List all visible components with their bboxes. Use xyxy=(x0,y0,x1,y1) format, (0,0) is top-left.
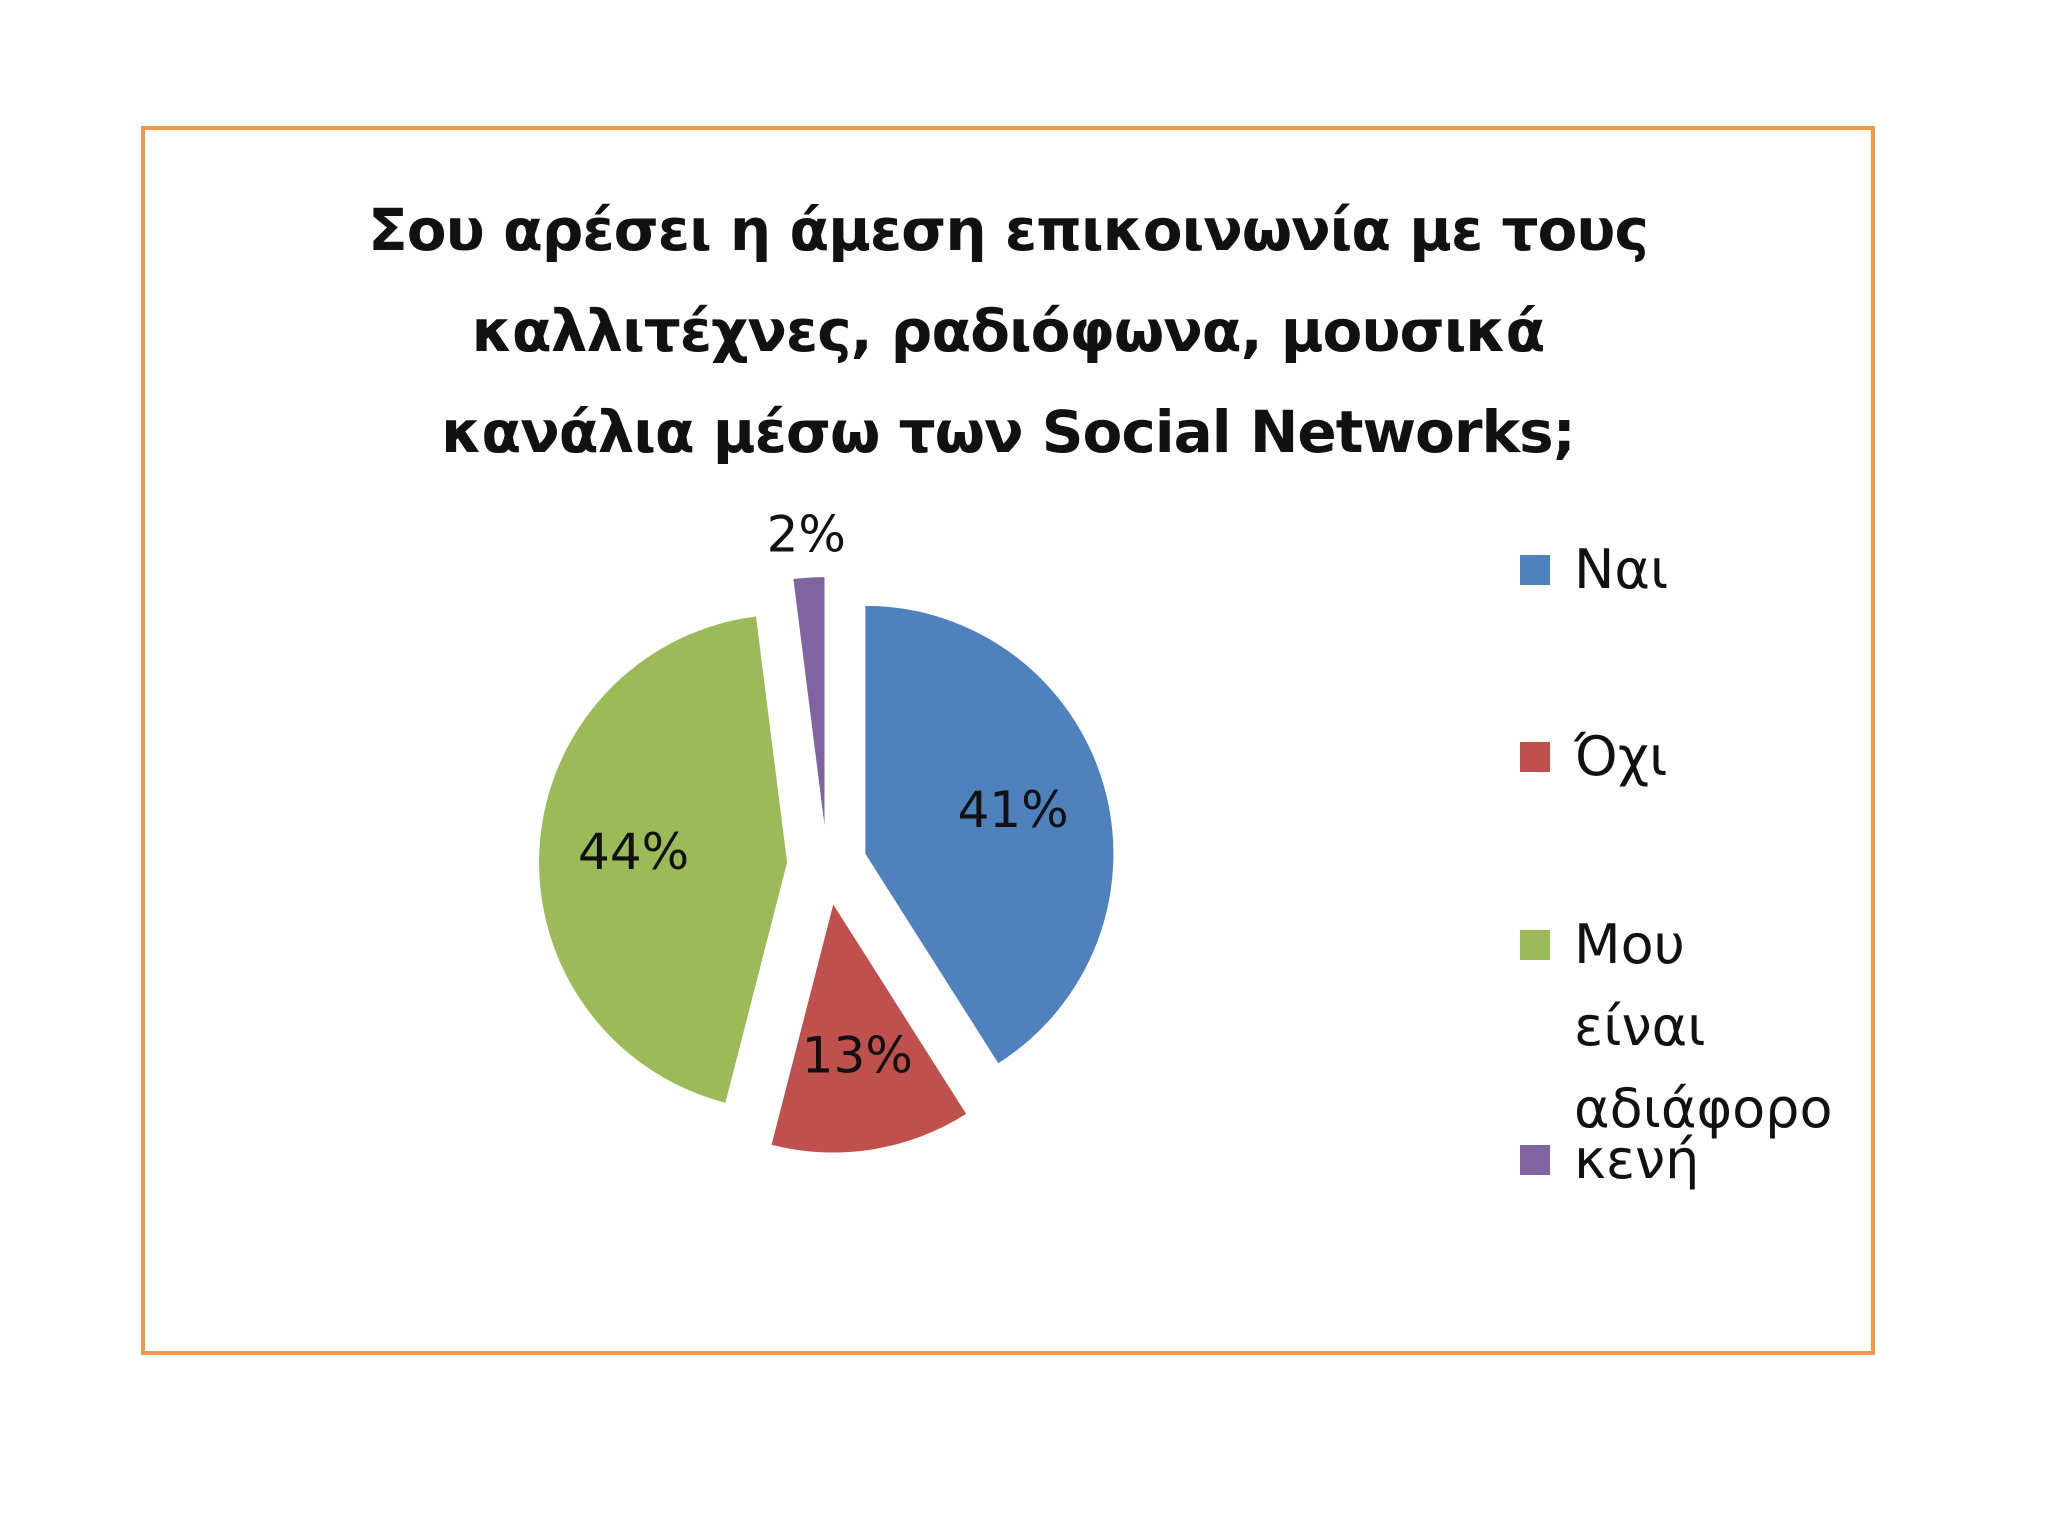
chart-title: Σου αρέσει η άμεση επικοινωνία με τους κ… xyxy=(368,196,1649,466)
legend-swatch-keni xyxy=(1520,1145,1550,1175)
legend-label-ochi: Όχι xyxy=(1574,725,1668,788)
chart-frame: Σου αρέσει η άμεση επικοινωνία με τους κ… xyxy=(141,126,1875,1355)
pie-slice-adiaforo xyxy=(539,616,788,1103)
pie-slice-nai xyxy=(865,605,1114,1064)
pie-chart: 41% 13% 44% 2% xyxy=(539,506,1114,1153)
legend-swatch-adiaforo xyxy=(1520,930,1550,960)
legend-swatch-nai xyxy=(1520,555,1550,585)
data-label-adiaforo: 44% xyxy=(578,823,689,881)
legend-label-adiaforo: Μου είναι αδιάφορο xyxy=(1574,913,1833,1140)
data-label-ochi: 13% xyxy=(802,1026,913,1084)
pie-slice-keni xyxy=(793,577,825,826)
pie-slice-ochi xyxy=(771,904,967,1153)
legend-label-nai: Ναι xyxy=(1574,538,1669,601)
data-label-keni: 2% xyxy=(767,506,846,564)
legend-swatch-ochi xyxy=(1520,742,1550,772)
legend-label-keni: κενή xyxy=(1574,1128,1700,1191)
data-label-nai: 41% xyxy=(957,781,1068,839)
